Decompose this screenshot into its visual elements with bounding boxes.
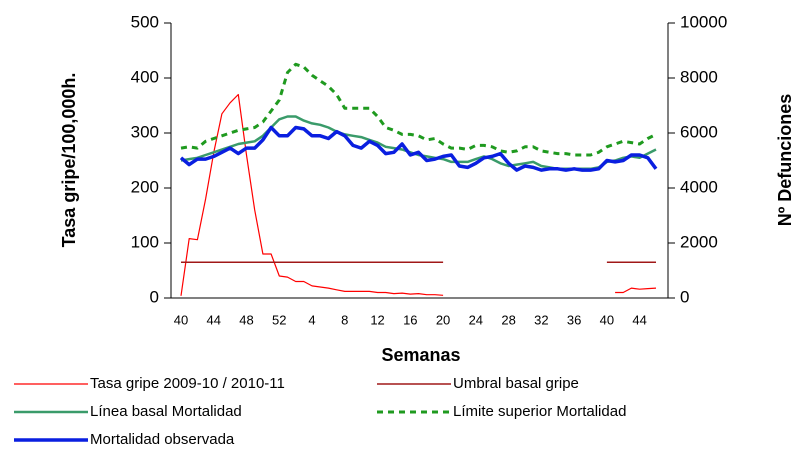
y-axis-title: Tasa gripe/100,000h. [59,73,79,248]
x-axis-title: Semanas [381,345,460,365]
series-line [179,125,658,172]
x-tick-label: 12 [370,312,384,327]
y-tick-label: 200 [131,177,159,196]
legend-label: Límite superior Mortalidad [453,403,626,420]
series-line [180,93,657,296]
y-tick-label: 300 [131,122,159,141]
y-tick-label: 400 [131,67,159,86]
y-tick-label: 500 [131,12,159,31]
y-tick-label: 0 [150,287,159,306]
y2-axis-title: Nº Defunciones [775,94,795,227]
x-tick-label: 40 [174,312,188,327]
x-tick-label: 44 [207,312,221,327]
x-tick-label: 48 [239,312,253,327]
y2-tick-label: 8000 [680,67,718,86]
x-tick-label: 16 [403,312,417,327]
legend-label: Línea basal Mortalidad [90,403,242,420]
legend-label: Mortalidad observada [90,431,235,448]
x-tick-label: 36 [567,312,581,327]
x-tick-label: 24 [469,312,483,327]
y2-tick-label: 6000 [680,122,718,141]
legend-label: Tasa gripe 2009-10 / 2010-11 [90,375,285,392]
y2-tick-label: 4000 [680,177,718,196]
series-line [180,115,657,171]
y2-tick-label: 0 [680,287,689,306]
y2-tick-label: 2000 [680,232,718,251]
x-tick-label: 52 [272,312,286,327]
series-line [180,62,657,157]
y-tick-label: 100 [131,232,159,251]
x-tick-label: 32 [534,312,548,327]
legend-label: Umbral basal gripe [453,375,579,392]
x-tick-label: 20 [436,312,450,327]
y2-tick-label: 10000 [680,12,727,31]
x-tick-label: 44 [632,312,646,327]
x-tick-label: 40 [600,312,614,327]
x-tick-label: 8 [341,312,348,327]
x-tick-label: 4 [308,312,315,327]
x-tick-label: 28 [501,312,515,327]
